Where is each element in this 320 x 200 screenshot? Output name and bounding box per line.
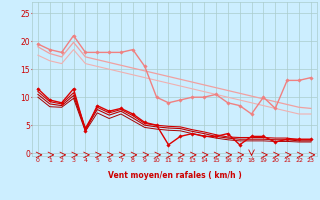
X-axis label: Vent moyen/en rafales ( km/h ): Vent moyen/en rafales ( km/h )	[108, 171, 241, 180]
